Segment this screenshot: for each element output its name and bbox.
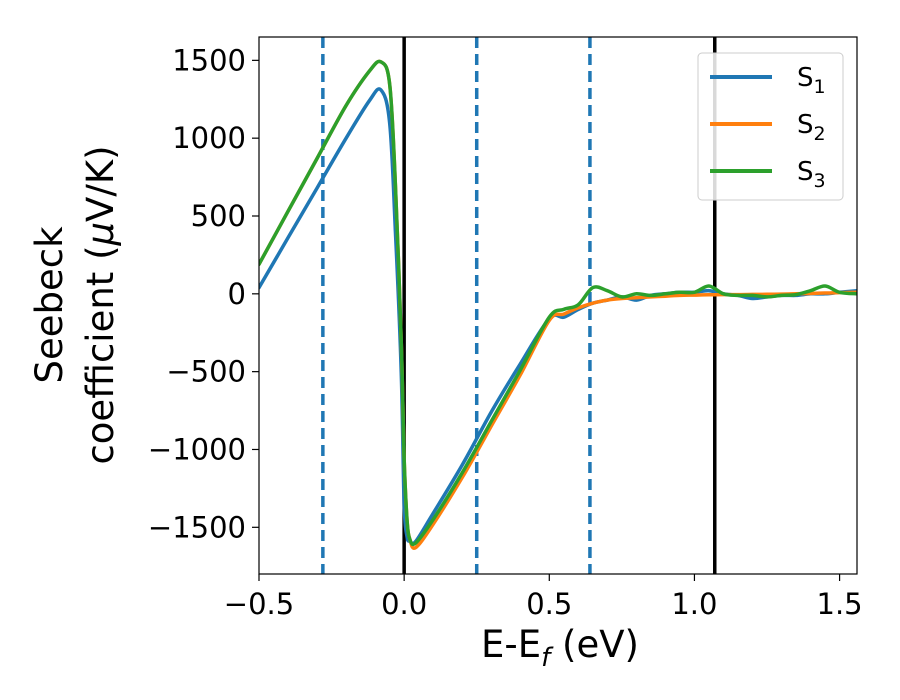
y-axis-label-line2: coefficient (μV/K)	[79, 145, 122, 464]
y-tick-label: 0	[228, 277, 246, 311]
x-axis-label-main: E-E	[481, 623, 541, 666]
series-line-s1	[259, 87, 857, 546]
x-axis-ticks: −0.5 0.0 0.5 1.0 1.5	[224, 574, 863, 621]
x-tick-label: 0.0	[381, 587, 427, 621]
legend-label-s1: S1	[797, 63, 826, 98]
y-axis-label-line1: Seebeck	[28, 226, 71, 384]
y-axis-ticks: 1500 1000 500 0 −500 −1000 −1500	[148, 43, 259, 544]
y-axis-label-prefix: coefficient (	[79, 245, 122, 464]
y-tick-label: 1500	[172, 43, 246, 77]
series-line-s3	[259, 59, 857, 547]
x-axis-label: E-Ef (eV)	[481, 623, 639, 673]
y-tick-label: −1500	[148, 510, 246, 544]
x-tick-label: −0.5	[224, 587, 294, 621]
x-tick-label: 1.0	[671, 587, 717, 621]
x-axis-label-unit: (eV)	[550, 623, 639, 666]
legend-label-s3: S3	[797, 157, 826, 192]
y-axis-label-suffix: V/K)	[79, 145, 122, 221]
y-axis-label-mu: μ	[79, 222, 122, 247]
reference-lines	[321, 37, 717, 574]
y-tick-label: −500	[166, 355, 246, 389]
y-tick-label: 1000	[172, 121, 246, 155]
legend-frame	[697, 52, 844, 201]
x-tick-label: 0.5	[526, 587, 572, 621]
y-tick-label: 500	[191, 199, 246, 233]
legend: S1 S2 S3	[697, 52, 844, 201]
x-tick-label: 1.5	[817, 587, 863, 621]
y-axis-label: Seebeck coefficient (μV/K)	[28, 145, 122, 464]
y-tick-label: −1000	[148, 432, 246, 466]
legend-label-s2: S2	[797, 110, 826, 145]
plot-frame	[258, 36, 858, 575]
series-layer	[259, 59, 857, 550]
